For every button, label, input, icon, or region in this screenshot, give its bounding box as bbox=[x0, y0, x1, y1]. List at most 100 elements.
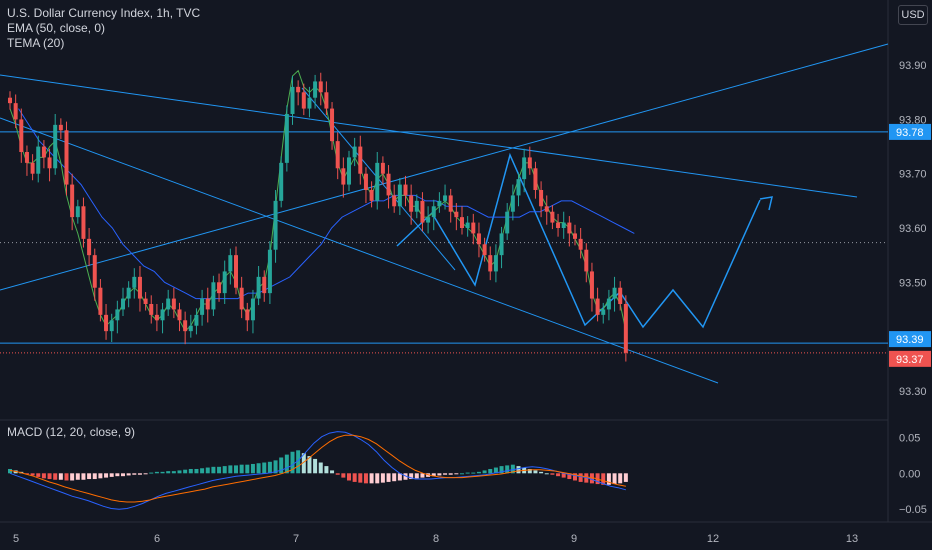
macd-histogram-bar bbox=[149, 472, 154, 474]
projection-arrowhead[interactable] bbox=[759, 196, 773, 211]
projection-path[interactable] bbox=[619, 199, 761, 329]
macd-histogram-bar bbox=[397, 473, 402, 481]
price-tag[interactable] bbox=[889, 123, 931, 140]
candle-body bbox=[409, 195, 414, 212]
macd-histogram-bar bbox=[499, 466, 504, 474]
time-axis-label: 8 bbox=[433, 533, 439, 545]
candle-body bbox=[13, 103, 18, 120]
candle-body bbox=[363, 173, 368, 190]
candle-body bbox=[448, 195, 453, 212]
tema-legend[interactable]: TEMA (20) bbox=[7, 36, 65, 50]
candle-body bbox=[584, 249, 589, 272]
candle-body bbox=[160, 309, 165, 321]
macd-histogram-bar bbox=[561, 473, 566, 478]
trend-line[interactable] bbox=[0, 43, 889, 291]
candle-body bbox=[578, 238, 583, 250]
macd-histogram-bar bbox=[41, 473, 46, 479]
macd-histogram-bar bbox=[194, 468, 199, 474]
candle-body bbox=[471, 222, 476, 234]
macd-histogram-bar bbox=[279, 457, 284, 474]
candle-body bbox=[234, 255, 238, 288]
candle-body bbox=[505, 211, 510, 234]
candle-body bbox=[476, 233, 481, 245]
macd-histogram-bar bbox=[87, 473, 92, 480]
macd-histogram-bar bbox=[183, 469, 188, 474]
macd-histogram-bar bbox=[104, 473, 109, 478]
candle-body bbox=[465, 222, 470, 228]
candle-body bbox=[533, 168, 538, 190]
candle-body bbox=[488, 255, 493, 272]
price-tag[interactable] bbox=[889, 331, 931, 348]
macd-axis-label: −0.05 bbox=[899, 504, 927, 516]
macd-histogram-bar bbox=[301, 453, 306, 474]
time-axis-label: 9 bbox=[571, 533, 577, 545]
macd-histogram-bar bbox=[222, 466, 227, 474]
candle-body bbox=[273, 200, 278, 250]
ema-line bbox=[18, 108, 635, 300]
ema-legend[interactable]: EMA (50, close, 0) bbox=[7, 21, 106, 35]
candle-body bbox=[499, 233, 504, 256]
symbol-title[interactable]: U.S. Dollar Currency Index, 1h, TVC bbox=[7, 6, 201, 20]
macd-signal-line bbox=[9, 434, 626, 503]
macd-histogram-bar bbox=[137, 473, 142, 475]
trend-line[interactable] bbox=[0, 117, 719, 384]
candle-body bbox=[115, 309, 120, 321]
candle-body bbox=[256, 276, 261, 299]
macd-histogram-bar bbox=[335, 473, 340, 475]
macd-histogram-bar bbox=[505, 465, 510, 474]
candle-body bbox=[369, 190, 374, 201]
macd-histogram-bar bbox=[154, 471, 159, 474]
candle-body bbox=[98, 287, 103, 315]
trend-line[interactable] bbox=[0, 74, 858, 198]
macd-histogram-bar bbox=[92, 473, 97, 480]
macd-histogram-bar bbox=[217, 466, 222, 474]
macd-histogram-bar bbox=[420, 473, 425, 478]
candle-body bbox=[556, 222, 561, 228]
candle-body bbox=[527, 157, 532, 169]
macd-histogram-bar bbox=[200, 468, 205, 474]
macd-histogram-bar bbox=[143, 473, 148, 475]
candle-body bbox=[550, 211, 555, 223]
candle-body bbox=[279, 162, 284, 201]
candle-body bbox=[149, 304, 154, 315]
candle-body bbox=[200, 298, 205, 315]
candle-body bbox=[171, 298, 176, 310]
currency-badge[interactable]: USD bbox=[898, 5, 928, 25]
candle-body bbox=[380, 162, 385, 174]
candle-body bbox=[595, 298, 600, 315]
macd-axis-label: 0.00 bbox=[899, 468, 920, 480]
candle-body bbox=[414, 200, 419, 212]
price-axis-label: 93.80 bbox=[899, 114, 927, 126]
candle-body bbox=[47, 157, 52, 169]
candle-body bbox=[426, 217, 431, 223]
macd-histogram-bar bbox=[476, 471, 481, 474]
candle-body bbox=[623, 304, 628, 353]
candle-body bbox=[612, 287, 617, 299]
macd-histogram-bar bbox=[510, 464, 515, 474]
candle-body bbox=[8, 97, 12, 104]
candle-body bbox=[177, 309, 182, 321]
candle-body bbox=[154, 314, 159, 321]
candle-body bbox=[183, 320, 188, 332]
price-tag[interactable] bbox=[889, 350, 931, 367]
candle-body bbox=[330, 108, 335, 142]
macd-histogram-bar bbox=[262, 462, 267, 474]
macd-histogram-bar bbox=[392, 473, 397, 482]
candle-body bbox=[443, 195, 448, 201]
macd-histogram-bar bbox=[36, 473, 41, 477]
candle-body bbox=[539, 190, 544, 207]
candle-body bbox=[250, 298, 255, 321]
candle-body bbox=[87, 238, 92, 256]
macd-histogram-bar bbox=[612, 473, 617, 485]
price-tag-label: 93.39 bbox=[896, 334, 924, 346]
macd-histogram-bar bbox=[454, 473, 459, 475]
macd-histogram-bar bbox=[460, 473, 464, 475]
macd-legend[interactable]: MACD (12, 20, close, 9) bbox=[7, 425, 136, 439]
macd-histogram-bar bbox=[171, 471, 176, 474]
time-axis-label: 6 bbox=[154, 533, 160, 545]
candle-body bbox=[606, 298, 611, 310]
candle-body bbox=[205, 298, 210, 310]
candle-body bbox=[347, 157, 351, 185]
candle-body bbox=[70, 184, 75, 218]
